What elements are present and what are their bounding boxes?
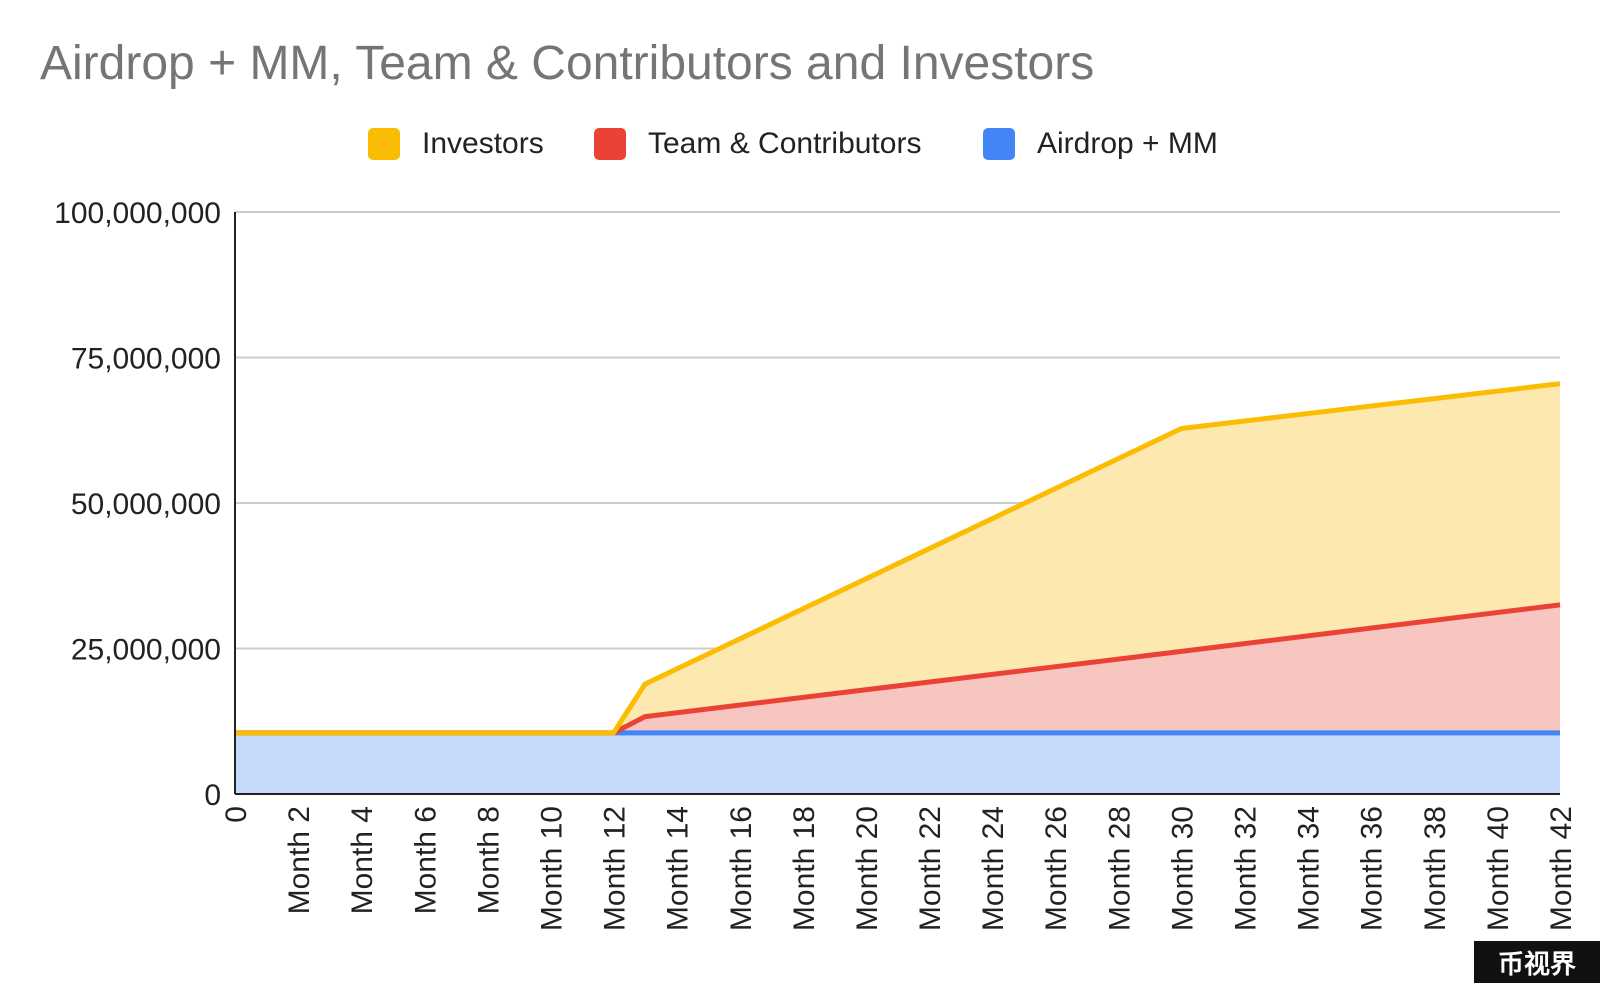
y-tick-label: 75,000,000 (71, 343, 221, 376)
x-tick-label: Month 6 (409, 806, 442, 914)
x-tick-label: Month 26 (1040, 806, 1073, 931)
y-tick-label: 50,000,000 (71, 488, 221, 521)
axes (234, 212, 1560, 795)
x-tick-label: Month 20 (851, 806, 884, 931)
x-tick-label: Month 42 (1545, 806, 1578, 931)
x-tick-label: Month 4 (346, 806, 379, 914)
y-tick-label: 25,000,000 (71, 634, 221, 667)
x-tick-label: Month 28 (1103, 806, 1136, 931)
x-tick-label: Month 32 (1230, 806, 1263, 931)
x-tick-label: Month 8 (472, 806, 505, 914)
legend-label-investors: Investors (422, 127, 544, 160)
x-tick-label: Month 24 (977, 806, 1010, 931)
x-tick-label: Month 12 (599, 806, 632, 931)
x-tick-label: Month 34 (1293, 806, 1326, 931)
watermark-logo: 币视界 (1474, 941, 1600, 983)
x-tick-label: Month 16 (725, 806, 758, 931)
legend-swatch-investors (368, 128, 400, 160)
x-tick-label: Month 10 (535, 806, 568, 931)
line-investors (235, 381, 1561, 736)
x-axis-ticks: 0 Month 2 Month 4 Month 6 Month 8 Month 10 Mon… (220, 806, 1578, 931)
legend-item-team-contributors[interactable]: Team & Contributors (594, 124, 921, 164)
x-tick-label: Month 36 (1356, 806, 1389, 931)
area-team-contributors (235, 604, 1560, 733)
y-tick-label: 100,000,000 (54, 197, 221, 230)
x-tick-label: Month 14 (662, 806, 695, 931)
area-airdrop-mm (235, 732, 1560, 794)
series-lines (235, 381, 1561, 736)
legend-item-airdrop-mm[interactable]: Airdrop + MM (983, 124, 1218, 164)
y-tick-label: 0 (204, 779, 221, 812)
x-tick-label: Month 30 (1166, 806, 1199, 931)
area-investors (235, 383, 1560, 733)
x-tick-label: Month 38 (1419, 806, 1452, 931)
x-tick-label: Month 2 (283, 806, 316, 914)
legend: Investors Team & Contributors Airdrop + … (0, 124, 1600, 164)
series-areas (235, 383, 1560, 794)
legend-swatch-airdrop-mm (983, 128, 1015, 160)
chart-title: Airdrop + MM, Team & Contributors and In… (40, 37, 1095, 90)
x-tick-label: Month 22 (914, 806, 947, 931)
legend-swatch-team-contributors (594, 128, 626, 160)
x-tick-label: Month 18 (788, 806, 821, 931)
legend-label-airdrop-mm: Airdrop + MM (1037, 127, 1218, 160)
y-axis-ticks: 0 25,000,000 50,000,000 75,000,000 100,000,0… (54, 197, 221, 812)
legend-item-investors[interactable]: Investors (368, 124, 544, 164)
x-tick-label: Month 40 (1482, 806, 1515, 931)
x-tick-label: 0 (220, 806, 253, 823)
legend-label-team-contributors: Team & Contributors (648, 127, 922, 160)
